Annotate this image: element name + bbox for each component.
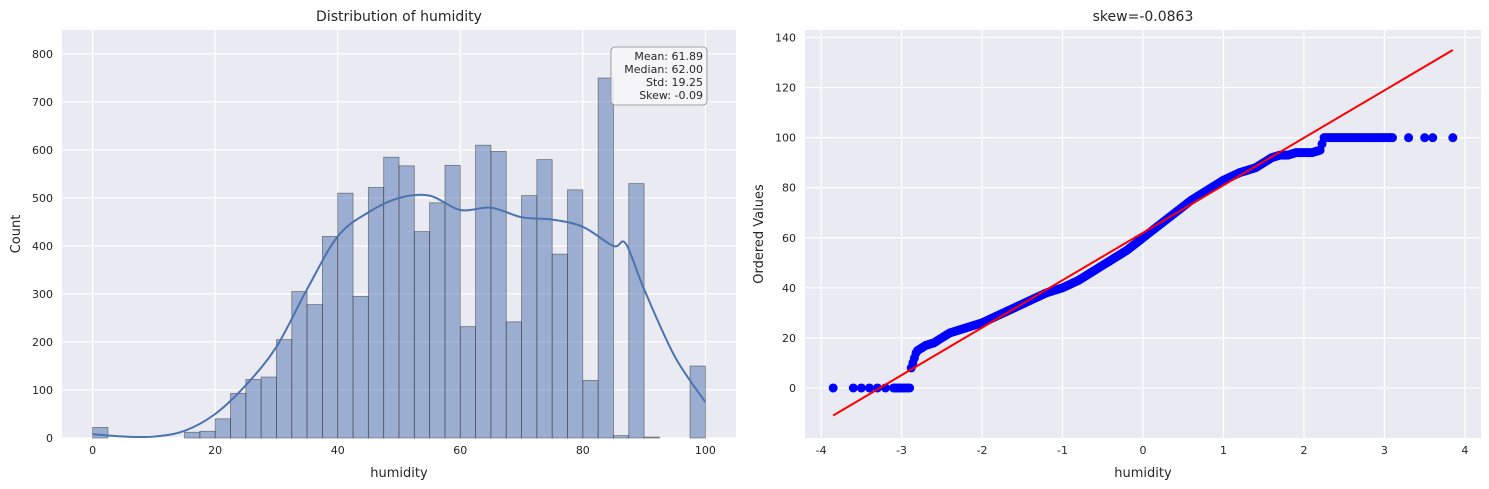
qq-point [1387, 133, 1397, 143]
y-tick-label: 600 [32, 144, 53, 157]
qq-gridlines [805, 30, 1481, 438]
histogram-bar [551, 253, 568, 439]
x-tick-label: 1 [1220, 444, 1227, 457]
y-tick-label: 60 [782, 232, 796, 245]
histogram-bar [459, 326, 476, 439]
histogram-bar [398, 165, 415, 439]
histogram-bar [597, 77, 614, 439]
x-tick-label: 4 [1461, 444, 1468, 457]
qq-fit-line [832, 49, 1454, 417]
histogram-bar [444, 164, 461, 439]
y-tick-label: 300 [32, 288, 53, 301]
qq-point [856, 383, 866, 393]
histogram-bar [367, 187, 385, 439]
y-tick-label: 400 [32, 240, 53, 253]
stats-box: Mean: 61.89 Median: 62.00 Std: 19.25 Ske… [610, 46, 708, 106]
y-tick-label: 120 [775, 82, 796, 95]
histogram-bar [628, 183, 645, 439]
qq-point [1420, 133, 1430, 143]
y-tick-label: 700 [32, 96, 53, 109]
y-tick-label: 100 [32, 384, 53, 397]
x-tick-label: 100 [695, 444, 716, 457]
y-tick-label: 0 [46, 432, 53, 445]
histogram-y-ticks: 0 100 200 300 400 500 600 700 800 [32, 48, 53, 445]
histogram-bar [505, 321, 522, 439]
qq-point [848, 383, 858, 393]
histogram-bar [429, 202, 446, 439]
qq-title: skew=-0.0863 [1093, 9, 1194, 25]
x-tick-label: -4 [816, 444, 827, 457]
qq-point [1428, 133, 1438, 143]
histogram-bar [184, 431, 201, 439]
x-tick-label: 2 [1300, 444, 1307, 457]
histogram-bar [475, 144, 492, 439]
histogram-bar [337, 192, 354, 439]
qq-point [828, 383, 838, 393]
y-tick-label: 500 [32, 192, 53, 205]
histogram-title: Distribution of humidity [316, 9, 482, 25]
qq-x-label: humidity [1114, 466, 1172, 481]
histogram-y-label: Count [9, 215, 24, 254]
x-tick-label: 0 [1140, 444, 1147, 457]
x-tick-label: 80 [576, 444, 590, 457]
stats-skew: Skew: -0.09 [639, 89, 703, 102]
y-tick-label: 40 [782, 282, 796, 295]
histogram-bar [643, 436, 660, 439]
histogram-bar [322, 235, 339, 439]
histogram-bar [199, 430, 216, 439]
histogram-bar [276, 339, 293, 439]
qq-point [1404, 133, 1414, 143]
qq-point [864, 383, 874, 393]
qq-point [1448, 133, 1458, 143]
histogram-bar [521, 195, 538, 439]
stats-box-frame [610, 46, 708, 106]
y-tick-label: 200 [32, 336, 53, 349]
histogram-x-label: humidity [370, 466, 428, 481]
x-tick-label: 3 [1381, 444, 1388, 457]
qq-x-ticks: -4 -3 -2 -1 0 1 2 3 4 [816, 444, 1469, 457]
histogram-panel: 0 20 40 60 80 100 0 100 200 300 400 500 600 700 800 D… [9, 9, 736, 481]
qq-panel: -4 -3 -2 -1 0 1 2 3 4 0 20 40 60 80 100 120 140 skew=-0… [752, 9, 1481, 481]
stats-mean: Mean: 61.89 [634, 50, 703, 63]
qq-y-ticks: 0 20 40 60 80 100 120 140 [775, 32, 796, 395]
histogram-bar [582, 379, 599, 439]
x-tick-label: 0 [89, 444, 96, 457]
histogram-bar [413, 231, 431, 439]
qq-point [905, 383, 915, 393]
x-tick-label: -3 [896, 444, 907, 457]
y-tick-label: 800 [32, 48, 53, 61]
y-tick-label: 20 [782, 332, 796, 345]
histogram-bar [306, 304, 323, 439]
x-tick-label: 40 [331, 444, 345, 457]
histogram-bar [567, 189, 584, 439]
y-tick-label: 0 [789, 382, 796, 395]
histogram-x-ticks: 0 20 40 60 80 100 [89, 444, 716, 457]
stats-median: Median: 62.00 [624, 63, 703, 76]
histogram-bar [689, 365, 706, 439]
kde-curve [92, 193, 707, 439]
y-tick-label: 140 [775, 32, 796, 45]
y-tick-label: 80 [782, 182, 796, 195]
x-tick-label: -2 [977, 444, 988, 457]
x-tick-label: -1 [1057, 444, 1068, 457]
stats-std: Std: 19.25 [646, 76, 703, 89]
y-tick-label: 100 [775, 132, 796, 145]
histogram-bar [613, 435, 630, 439]
x-tick-label: 20 [208, 444, 222, 457]
histogram-bar [352, 295, 369, 439]
qq-y-label: Ordered Values [752, 184, 767, 284]
histogram-bar [490, 151, 507, 439]
x-tick-label: 60 [453, 444, 467, 457]
histogram-bar [245, 379, 262, 439]
histogram-bar [92, 427, 109, 439]
histogram-bar [214, 418, 231, 439]
histogram-bar [536, 159, 553, 439]
histogram-bars [92, 77, 706, 439]
histogram-bar [260, 376, 277, 439]
